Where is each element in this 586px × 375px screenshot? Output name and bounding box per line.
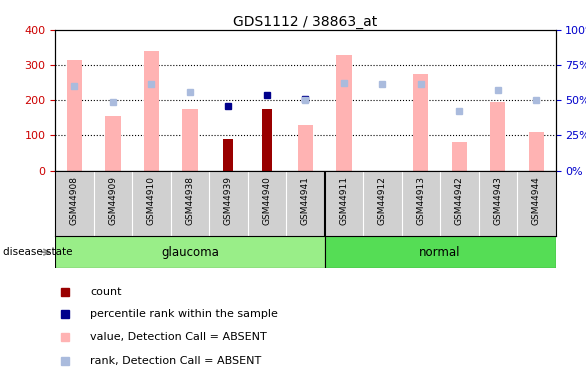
Text: glaucoma: glaucoma [161, 246, 219, 259]
Bar [182, 109, 197, 171]
Text: count: count [90, 287, 122, 297]
Text: percentile rank within the sample: percentile rank within the sample [90, 309, 278, 319]
Text: GSM44940: GSM44940 [263, 176, 271, 225]
Bar [144, 51, 159, 171]
Bar [452, 142, 467, 171]
Text: GSM44939: GSM44939 [224, 176, 233, 225]
Bar [298, 125, 313, 171]
Text: GSM44912: GSM44912 [378, 176, 387, 225]
Text: normal: normal [420, 246, 461, 259]
Text: rank, Detection Call = ABSENT: rank, Detection Call = ABSENT [90, 356, 261, 366]
Text: GSM44938: GSM44938 [185, 176, 195, 225]
Text: GSM44943: GSM44943 [493, 176, 502, 225]
Text: GSM44910: GSM44910 [147, 176, 156, 225]
Title: GDS1112 / 38863_at: GDS1112 / 38863_at [233, 15, 377, 29]
Bar [223, 139, 233, 171]
Bar [67, 60, 82, 171]
Bar [336, 55, 352, 171]
Text: GSM44908: GSM44908 [70, 176, 79, 225]
Bar [55, 236, 325, 268]
Bar [262, 109, 272, 171]
Text: GSM44942: GSM44942 [455, 176, 464, 225]
Text: disease state: disease state [3, 247, 73, 257]
Text: value, Detection Call = ABSENT: value, Detection Call = ABSENT [90, 332, 267, 342]
Bar [529, 132, 544, 171]
Text: GSM44944: GSM44944 [532, 176, 541, 225]
Bar [325, 236, 556, 268]
Bar [490, 102, 506, 171]
Text: GSM44941: GSM44941 [301, 176, 310, 225]
Text: GSM44913: GSM44913 [416, 176, 425, 225]
Text: GSM44909: GSM44909 [108, 176, 117, 225]
Bar [413, 74, 428, 171]
Text: GSM44911: GSM44911 [339, 176, 348, 225]
Bar [105, 116, 121, 171]
